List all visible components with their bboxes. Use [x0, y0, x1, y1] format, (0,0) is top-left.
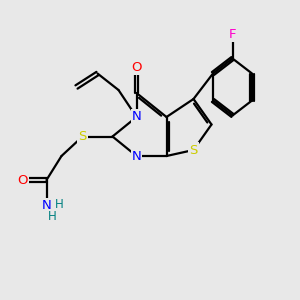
Text: N: N — [132, 149, 141, 163]
Text: H: H — [55, 197, 64, 211]
Text: N: N — [132, 110, 141, 124]
Text: H: H — [47, 210, 56, 224]
Text: N: N — [42, 199, 51, 212]
Text: S: S — [78, 130, 87, 143]
Text: O: O — [131, 61, 142, 74]
Text: N: N — [42, 199, 51, 212]
Text: F: F — [229, 28, 236, 41]
Text: O: O — [17, 173, 28, 187]
Text: S: S — [189, 143, 198, 157]
